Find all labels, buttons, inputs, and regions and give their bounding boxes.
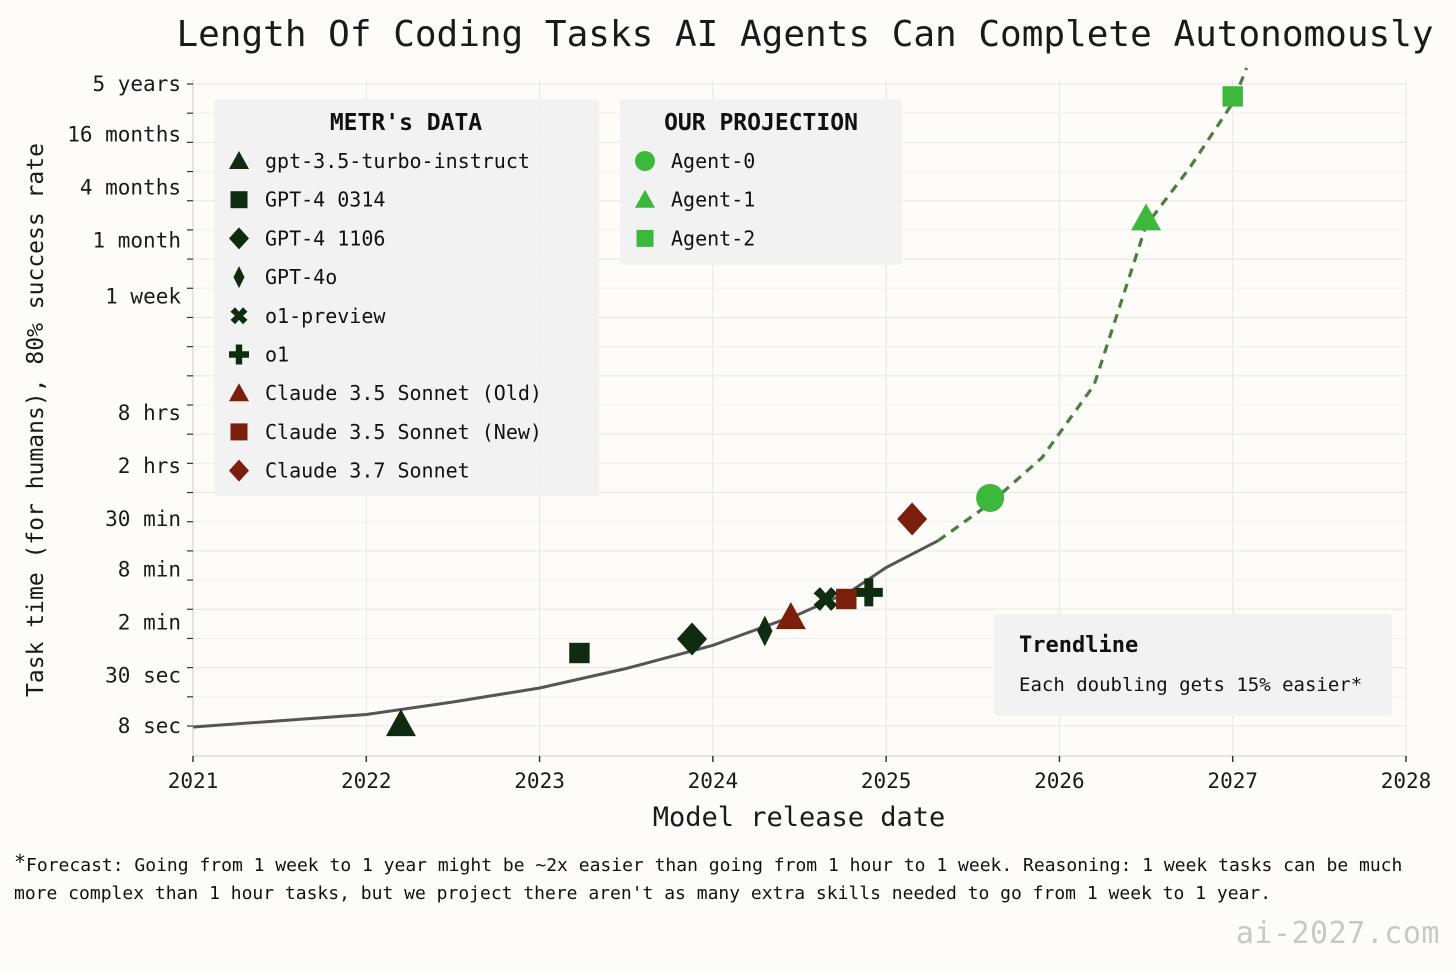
point-gpt-4o [757, 615, 773, 647]
y-tick-label: 4 months [80, 176, 181, 200]
y-tick-label: 2 min [118, 610, 181, 634]
legend: METR's DATA gpt-3.5-turbo-instruct GPT-4 0… [214, 99, 902, 496]
point-claude-3-5-sonnet-old [775, 602, 806, 630]
legend-marker [230, 423, 248, 441]
legend-marker [230, 307, 248, 325]
x-tick-label: 2028 [1381, 769, 1432, 793]
legend-entry-label: o1 [265, 343, 289, 367]
y-tick-label: 2 hrs [118, 454, 181, 478]
legend-entry-label: Agent-2 [671, 226, 755, 250]
legend-box [214, 99, 599, 496]
data-points [385, 86, 1243, 737]
chart-title: Length Of Coding Tasks AI Agents Can Com… [176, 14, 1433, 55]
legend-entry-label: Claude 3.5 Sonnet (Old) [265, 381, 542, 405]
x-tick-label: 2026 [1034, 769, 1085, 793]
axes: 2021 2022 2023 2024 2025 2026 2027 2028 5 years 1… [67, 72, 1431, 793]
legend-box [620, 99, 902, 265]
legend-marker [233, 266, 245, 289]
legend-entry-label: Claude 3.7 Sonnet [265, 459, 470, 483]
legend-entry-label: gpt-3.5-turbo-instruct [265, 149, 530, 173]
y-tick-label: 1 month [92, 228, 181, 252]
x-axis-label: Model release date [653, 802, 946, 833]
legend-title: METR's DATA [330, 110, 482, 136]
legend-marker [229, 383, 249, 402]
footnote-star: * [14, 850, 27, 874]
legend-marker [636, 229, 654, 247]
legend-group-our-projection: OUR PROJECTION Agent-0 Agent-1 Agent-2 [620, 99, 902, 265]
footnote: *Forecast: Going from 1 week to 1 year m… [14, 848, 1444, 908]
footnote-text: Forecast: Going from 1 week to 1 year mi… [14, 855, 1414, 904]
legend-entry-label: Agent-0 [671, 149, 755, 173]
legend-marker [229, 151, 249, 169]
point-gpt-3-5-turbo-instruct [385, 709, 416, 737]
point-agent-0 [976, 483, 1005, 512]
y-tick-label: 8 sec [118, 714, 181, 738]
legend-marker [229, 227, 249, 250]
legend-marker [635, 151, 655, 171]
annotation-text: Each doubling gets 15% easier* [1019, 674, 1362, 696]
point-claude-3-7-sonnet [897, 502, 928, 536]
trendline-dashed [937, 67, 1249, 543]
trendline-solid [192, 539, 939, 729]
y-tick-label: 8 min [118, 557, 181, 581]
y-tick-label: 16 months [67, 123, 181, 147]
x-tick-label: 2021 [168, 769, 219, 793]
x-tick-label: 2022 [341, 769, 392, 793]
x-tick-label: 2025 [861, 769, 912, 793]
x-tick-label: 2027 [1207, 769, 1258, 793]
annotation-box [994, 614, 1392, 716]
legend-entry-label: GPT-4 0314 [265, 188, 385, 212]
point-agent-1 [1131, 203, 1162, 231]
legend-entry-label: Agent-1 [671, 188, 755, 212]
x-tick-label: 2023 [514, 769, 565, 793]
x-tick-label: 2024 [688, 769, 739, 793]
point-agent-2 [1222, 86, 1243, 107]
legend-group-metr-data: METR's DATA gpt-3.5-turbo-instruct GPT-4 0… [214, 99, 599, 496]
point-gpt-4-1106 [677, 622, 708, 656]
y-tick-label: 30 sec [105, 663, 181, 687]
y-tick-label: 1 week [105, 285, 181, 309]
annotation-title: Trendline [1019, 633, 1138, 658]
legend-entry-label: Claude 3.5 Sonnet (New) [265, 420, 542, 444]
legend-marker [229, 344, 249, 365]
trendline-annotation: Trendline Each doubling gets 15% easier* [994, 614, 1392, 716]
point-gpt-4-0314 [569, 642, 590, 664]
point-o1 [854, 578, 883, 607]
legend-marker [229, 459, 249, 482]
point-claude-3-5-sonnet-new [836, 588, 857, 610]
legend-marker [635, 189, 655, 208]
y-tick-label: 5 years [92, 72, 181, 96]
legend-marker [230, 191, 248, 209]
legend-entry-label: GPT-4o [265, 265, 337, 289]
legend-entry-label: o1-preview [265, 304, 386, 328]
legend-entry-label: GPT-4 1106 [265, 226, 385, 250]
legend-title: OUR PROJECTION [664, 110, 858, 136]
watermark: ai-2027.com [1235, 916, 1440, 951]
y-tick-label: 8 hrs [118, 401, 181, 425]
y-axis-label: Task time (for humans), 80% success rate [23, 143, 49, 697]
point-o1-preview [813, 587, 838, 611]
y-tick-label: 30 min [105, 507, 181, 531]
